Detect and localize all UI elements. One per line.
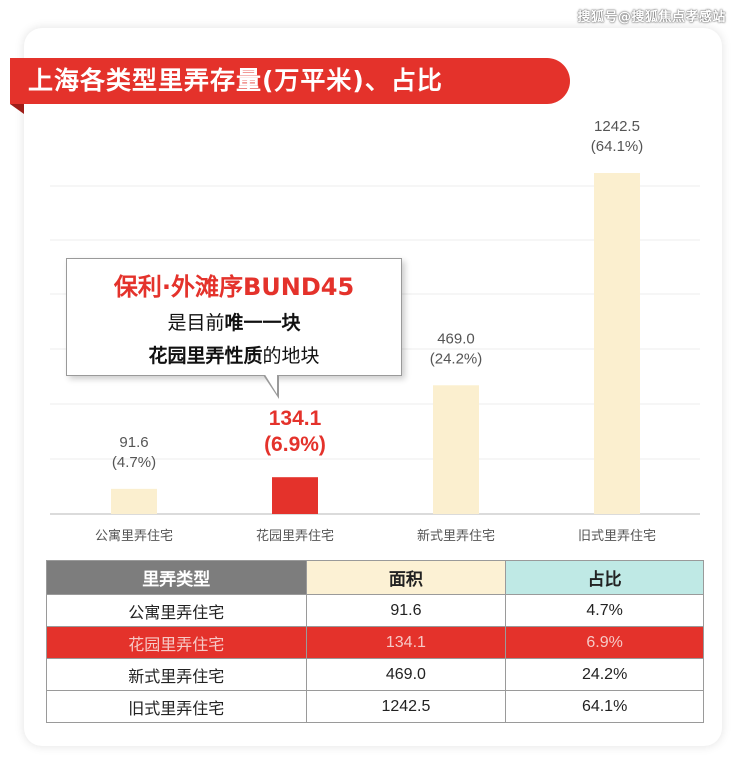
banner-fold-decoration — [10, 104, 24, 114]
table-cell-share: 64.1% — [505, 690, 704, 723]
callout-title: 保利·外滩序BUND45 — [113, 273, 355, 301]
table-header-area: 面积 — [305, 560, 507, 595]
table-row: 旧式里弄住宅 1242.5 64.1% — [46, 690, 704, 723]
category-label-4: 旧式里弄住宅 — [578, 529, 656, 544]
share-label-4: (64.1%) — [591, 138, 644, 155]
table-cell-share: 4.7% — [505, 594, 704, 627]
table-row: 花园里弄住宅 134.1 6.9% — [46, 626, 704, 659]
table-cell-share: 24.2% — [505, 658, 704, 691]
table-body: 公寓里弄住宅 91.6 4.7% 花园里弄住宅 134.1 6.9% 新式里弄住宅 469.0… — [46, 594, 704, 723]
value-label-2: 134.1 — [269, 407, 322, 430]
value-label-1: 91.6 — [119, 434, 148, 451]
callout-line-1-bold: 唯一一块 — [224, 312, 301, 334]
bar-1 — [111, 488, 157, 514]
callout-box: 保利·外滩序BUND45 是目前唯一一块 花园里弄性质的地块 — [66, 258, 402, 399]
category-label-2: 花园里弄住宅 — [256, 528, 334, 544]
callout-line-2-bold: 花园里弄性质 — [148, 345, 263, 367]
table-cell-type: 旧式里弄住宅 — [46, 690, 307, 723]
table-cell-type: 新式里弄住宅 — [46, 658, 307, 691]
share-label-2: (6.9%) — [264, 433, 326, 456]
callout-line-2: 花园里弄性质的地块 — [67, 341, 401, 368]
bar-4 — [594, 173, 640, 514]
chart-labels: 91.6 (4.7%) 公寓里弄住宅 134.1 (6.9%) 花园里弄住宅 469.0 (2… — [95, 118, 656, 544]
table-row: 新式里弄住宅 469.0 24.2% — [46, 658, 704, 691]
bar-chart: 91.6 (4.7%) 公寓里弄住宅 134.1 (6.9%) 花园里弄住宅 469.0 (2… — [50, 118, 700, 544]
share-label-3: (24.2%) — [430, 350, 483, 367]
chart-title-banner: 上海各类型里弄存量(万平米)、占比 — [10, 58, 570, 104]
table-cell-type: 花园里弄住宅 — [46, 626, 307, 659]
value-label-3: 469.0 — [437, 330, 475, 347]
category-label-1: 公寓里弄住宅 — [95, 528, 173, 544]
table-cell-area: 134.1 — [305, 626, 507, 659]
bar-3 — [433, 385, 479, 514]
table-header-type: 里弄类型 — [46, 560, 307, 595]
callout-tail-inner — [264, 373, 277, 394]
value-label-4: 1242.5 — [594, 118, 640, 135]
watermark-text: 搜狐号@搜狐焦点孝感站 — [577, 10, 726, 25]
table-cell-type: 公寓里弄住宅 — [46, 594, 307, 627]
table-cell-area: 469.0 — [305, 658, 507, 691]
callout-line-1-pre: 是目前 — [167, 312, 225, 334]
table-cell-area: 91.6 — [305, 594, 507, 627]
table-row: 公寓里弄住宅 91.6 4.7% — [46, 594, 704, 627]
share-label-1: (4.7%) — [112, 454, 156, 471]
chart-bars — [111, 173, 640, 514]
table-header-row: 里弄类型 面积 占比 — [46, 560, 704, 595]
table-cell-share: 6.9% — [505, 626, 704, 659]
table-cell-area: 1242.5 — [305, 690, 507, 723]
callout-line-1: 是目前唯一一块 — [67, 308, 401, 335]
category-label-3: 新式里弄住宅 — [417, 528, 495, 544]
data-table: 里弄类型 面积 占比 公寓里弄住宅 91.6 4.7% 花园里弄住宅 134.1 6.9%… — [46, 560, 704, 723]
bar-2 — [272, 477, 318, 514]
callout-line-2-post: 的地块 — [262, 345, 320, 367]
table-header-share: 占比 — [505, 560, 704, 595]
